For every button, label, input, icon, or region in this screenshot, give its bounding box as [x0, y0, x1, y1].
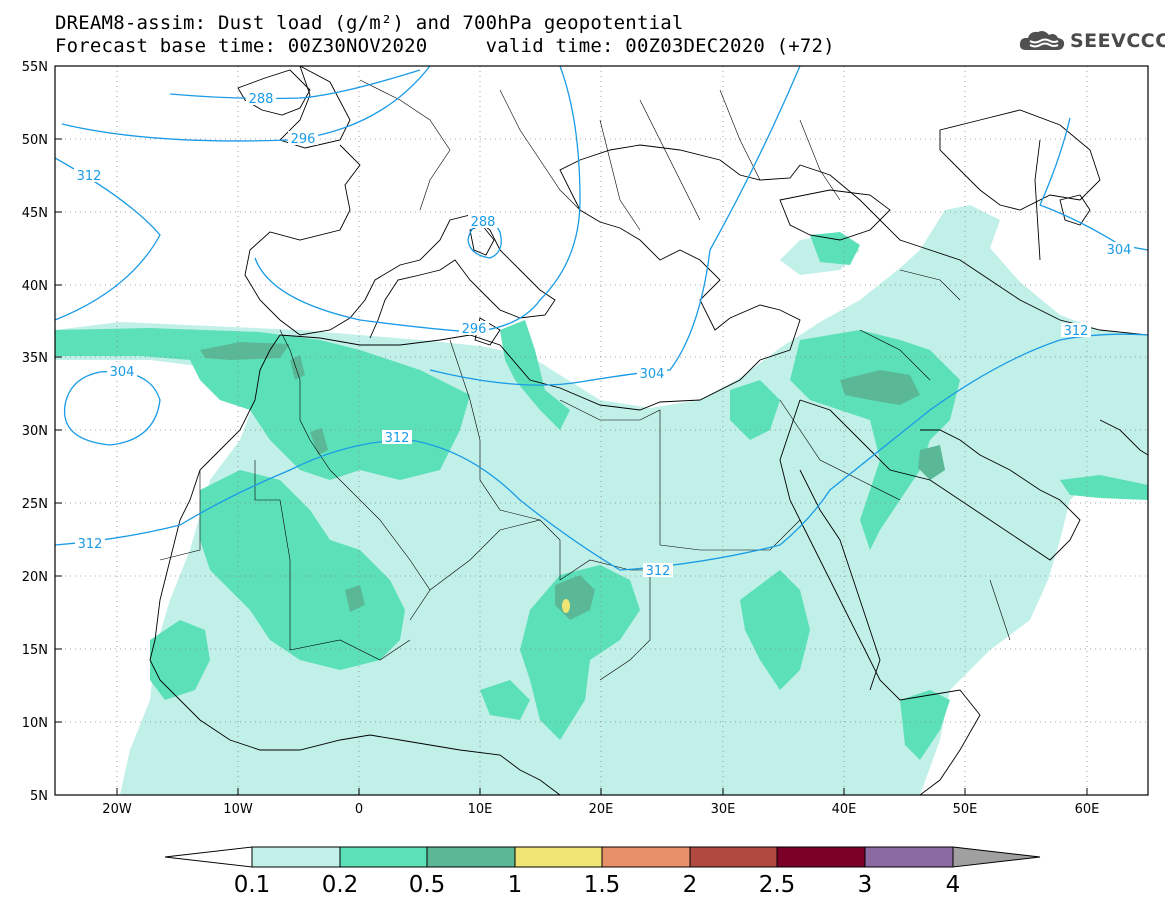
dust-dark-areas [200, 342, 945, 620]
lon-label: 50E [953, 802, 978, 817]
lat-label: 15N [22, 643, 48, 658]
colorbar-segment [339, 846, 428, 868]
colorbar-label: 0.2 [322, 872, 359, 898]
lat-label: 55N [22, 60, 48, 75]
contour-label: 312 [646, 564, 671, 579]
colorbar-label: 2 [683, 872, 698, 898]
colorbar-label: 1 [508, 872, 523, 898]
dust-yellow-areas [562, 599, 570, 613]
lat-label: 35N [22, 351, 48, 366]
lat-label: 20N [22, 570, 48, 585]
map-title: DREAM8-assim: Dust load (g/m²) and 700hP… [55, 12, 684, 34]
lat-label: 25N [22, 497, 48, 512]
colorbar-over-triangle [952, 846, 1041, 868]
colorbar [164, 846, 1041, 868]
grid [55, 66, 1148, 795]
colorbar-segment [251, 846, 341, 868]
lat-label: 45N [22, 206, 48, 221]
contour-label: 288 [249, 92, 274, 107]
longitude-labels: 20W 10W 0 10E 20E 30E 40E 50E 60E [102, 802, 1099, 817]
colorbar-segment [689, 846, 778, 868]
colorbar-label: 0.1 [234, 872, 271, 898]
contour-labels: 288 296 312 288 296 304 304 304 312 312 … [74, 91, 1134, 579]
colorbar-segment [426, 846, 516, 868]
colorbar-segment [514, 846, 603, 868]
map-subtitle: Forecast base time: 00Z30NOV2020 valid t… [55, 35, 835, 57]
lon-label: 10W [223, 802, 253, 817]
lat-label: 30N [22, 424, 48, 439]
colorbar-label: 2.5 [759, 872, 796, 898]
colorbar-label: 3 [858, 872, 873, 898]
dust-field [55, 205, 1148, 795]
lon-label: 40E [832, 802, 857, 817]
cloud-icon [1019, 31, 1065, 50]
contour-label: 312 [77, 169, 102, 184]
lon-label: 60E [1075, 802, 1100, 817]
contour-label: 304 [640, 367, 665, 382]
colorbar-labels: 0.1 0.2 0.5 1 1.5 2 2.5 3 4 [234, 872, 961, 898]
lon-label: 0 [355, 802, 363, 817]
colorbar-segment [601, 846, 691, 868]
lat-label: 50N [22, 133, 48, 148]
contour-label: 304 [110, 365, 135, 380]
lon-label: 20W [102, 802, 132, 817]
colorbar-label: 1.5 [584, 872, 621, 898]
coastlines [149, 66, 1148, 795]
contour-label: 312 [1064, 324, 1089, 339]
lon-label: 20E [589, 802, 614, 817]
colorbar-segment [776, 846, 866, 868]
lat-label: 10N [22, 716, 48, 731]
lon-label: 30E [711, 802, 736, 817]
lat-label: 5N [30, 789, 48, 804]
colorbar-label: 0.5 [409, 872, 446, 898]
seevccc-logo: SEEVCCC [1018, 28, 1165, 54]
contour-label: 296 [291, 132, 316, 147]
contour-label: 304 [1107, 243, 1132, 258]
dust-medium-areas [55, 232, 1148, 760]
contour-label: 296 [462, 322, 487, 337]
tick-marks [55, 65, 1088, 795]
contour-label: 312 [78, 537, 103, 552]
colorbar-segment [864, 846, 954, 868]
colorbar-under-triangle [164, 846, 253, 868]
lon-label: 10E [468, 802, 493, 817]
lat-label: 40N [22, 279, 48, 294]
colorbar-label: 4 [946, 872, 961, 898]
geopotential-contours [55, 66, 1148, 571]
contour-label: 312 [385, 431, 410, 446]
borders [159, 79, 1011, 681]
latitude-labels: 55N 50N 45N 40N 35N 30N 25N 20N 15N 10N … [22, 60, 48, 804]
logo-text: SEEVCCC [1070, 30, 1165, 52]
contour-label: 288 [471, 215, 496, 230]
